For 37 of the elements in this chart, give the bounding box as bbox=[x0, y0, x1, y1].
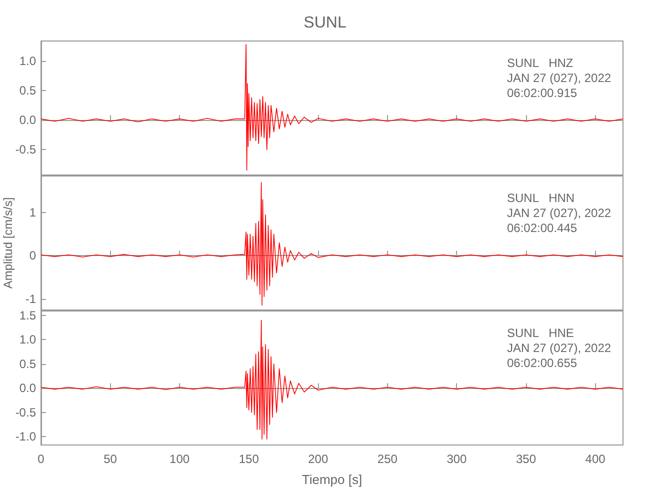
x-tick-label: 400 bbox=[585, 452, 606, 466]
x-tick-label: 250 bbox=[377, 452, 398, 466]
y-tick-label: -0.5 bbox=[15, 142, 36, 157]
annotation: SUNL HNE bbox=[507, 326, 574, 340]
annotation: SUNL HNN bbox=[507, 191, 575, 205]
annotation: 06:02:00.445 bbox=[507, 221, 578, 235]
y-tick-label: 0.5 bbox=[19, 356, 36, 371]
annotation: 06:02:00.915 bbox=[507, 86, 578, 100]
y-tick-label: -0.5 bbox=[15, 405, 36, 420]
line-series bbox=[40, 320, 624, 440]
y-tick-label: 0.0 bbox=[19, 381, 36, 396]
y-tick-label: 1 bbox=[29, 206, 36, 220]
line-series bbox=[40, 182, 624, 306]
annotation: SUNL HNZ bbox=[507, 56, 574, 70]
x-tick-label: 200 bbox=[308, 452, 328, 466]
y-axis-title: Amplitud [cm/s/s] bbox=[1, 197, 15, 289]
y-tick-label: -1.0 bbox=[15, 430, 36, 444]
x-axis-title: Tiempo [s] bbox=[302, 472, 362, 487]
annotation: JAN 27 (027), 2022 bbox=[507, 206, 612, 220]
y-tick-label: 1.5 bbox=[19, 308, 36, 322]
y-tick-label: 1.0 bbox=[19, 54, 36, 68]
y-tick-label: 0.0 bbox=[19, 113, 36, 128]
x-tick-label: 350 bbox=[516, 452, 536, 466]
x-tick-label: 0 bbox=[38, 452, 45, 466]
chart-title: SUNL bbox=[304, 14, 346, 32]
x-tick-label: 150 bbox=[238, 452, 260, 466]
annotation: JAN 27 (027), 2022 bbox=[507, 341, 612, 355]
x-tick-label: 100 bbox=[170, 452, 190, 466]
y-tick-label: 0 bbox=[29, 248, 36, 263]
y-tick-label: 0.5 bbox=[19, 84, 36, 98]
x-tick-label: 50 bbox=[104, 452, 118, 466]
line-series bbox=[40, 44, 624, 171]
y-tick-label: -1 bbox=[25, 292, 36, 306]
annotation: 06:02:00.655 bbox=[507, 356, 578, 370]
x-tick-label: 300 bbox=[446, 452, 468, 466]
y-tick-label: 1.0 bbox=[19, 332, 36, 347]
annotation: JAN 27 (027), 2022 bbox=[507, 71, 612, 85]
